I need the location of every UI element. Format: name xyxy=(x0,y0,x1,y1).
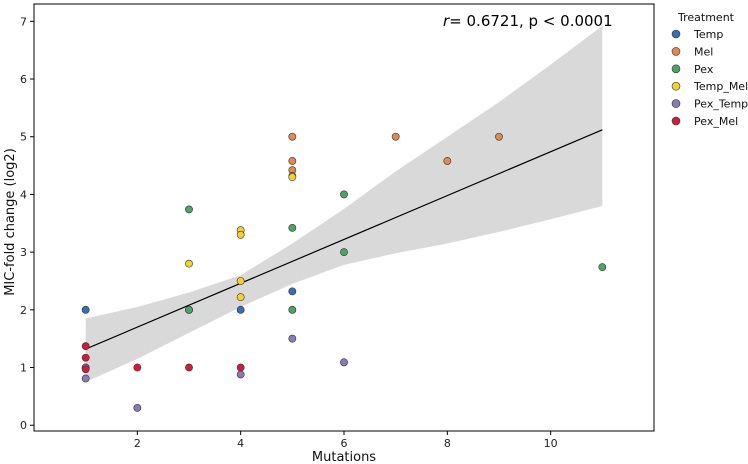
legend: Treatment Temp Mel Pex Temp_Mel Pex_Temp Pex_… xyxy=(671,11,748,128)
point-mel xyxy=(288,157,297,165)
point-temp-mel xyxy=(236,293,245,302)
point-pex xyxy=(598,263,607,272)
y-tick-label: 0 xyxy=(20,419,27,432)
y-tick-label: 3 xyxy=(20,246,27,259)
legend-marker-pex-temp xyxy=(671,99,681,108)
point-temp-mel xyxy=(236,277,245,285)
legend-label-temp-mel: Temp_Mel xyxy=(693,80,748,93)
y-axis-title: MIC-fold change (log2) xyxy=(3,148,18,296)
x-tick-label: 2 xyxy=(134,437,141,450)
point-temp xyxy=(81,305,90,314)
x-axis-title: Mutations xyxy=(312,450,376,464)
point-pex-temp xyxy=(133,404,142,412)
point-pex xyxy=(288,223,297,232)
y-tick-label: 4 xyxy=(20,188,27,201)
point-temp-mel xyxy=(236,230,245,239)
point-pex-mel xyxy=(236,363,245,372)
x-tick-label: 8 xyxy=(444,437,451,450)
regression-line xyxy=(85,129,603,350)
legend-marker-mel xyxy=(671,47,681,56)
point-pex-temp xyxy=(81,374,90,383)
point-temp-mel xyxy=(288,173,297,182)
legend-title: Treatment xyxy=(677,11,735,24)
scatter-points-layer xyxy=(81,132,607,412)
point-pex-mel xyxy=(81,353,90,362)
legend-label-temp: Temp xyxy=(693,28,723,41)
legend-marker-temp xyxy=(671,29,681,39)
y-tick-label: 7 xyxy=(20,15,27,28)
y-tick-label: 1 xyxy=(20,362,27,375)
point-pex xyxy=(185,305,193,314)
x-tick-label: 10 xyxy=(544,437,558,450)
point-mel xyxy=(495,132,503,141)
point-pex xyxy=(288,305,297,314)
legend-label-pex-mel: Pex_Mel xyxy=(694,115,738,128)
x-tick-label: 6 xyxy=(341,437,348,450)
point-pex xyxy=(340,190,348,199)
legend-label-pex-temp: Pex_Temp xyxy=(694,98,748,111)
y-tick-label: 6 xyxy=(20,73,27,86)
r-symbol: r xyxy=(443,12,450,30)
y-tick-label: 2 xyxy=(20,304,27,317)
correlation-values: = 0.6721, p < 0.0001 xyxy=(449,12,612,30)
point-pex xyxy=(185,205,193,214)
point-pex-mel xyxy=(81,365,90,374)
legend-label-mel: Mel xyxy=(694,45,713,58)
point-temp xyxy=(288,287,297,296)
x-tick-label: 4 xyxy=(237,437,244,450)
legend-marker-pex-mel xyxy=(671,116,681,126)
point-temp xyxy=(236,305,245,314)
point-mel xyxy=(443,157,452,165)
confidence-band-layer xyxy=(85,25,603,382)
point-mel xyxy=(288,132,297,141)
y-tick-label: 5 xyxy=(20,131,27,144)
point-pex xyxy=(340,248,348,257)
point-pex-temp xyxy=(236,370,245,379)
confidence-band xyxy=(85,25,603,382)
legend-marker-temp-mel xyxy=(671,81,681,91)
point-pex-temp xyxy=(340,358,348,367)
legend-marker-pex xyxy=(671,64,681,74)
point-mel xyxy=(391,132,400,141)
point-temp-mel xyxy=(185,259,193,268)
regression-line-layer xyxy=(85,129,603,350)
point-pex-mel xyxy=(133,363,142,372)
correlation-annotation: r= 0.6721, p < 0.0001 xyxy=(443,12,613,30)
point-pex-mel xyxy=(81,342,90,351)
point-pex-temp xyxy=(288,334,297,343)
axes: 2 4 6 8 10 0 1 2 3 4 5 6 7 xyxy=(20,15,558,450)
legend-label-pex: Pex xyxy=(694,63,714,76)
point-pex-mel xyxy=(185,363,193,372)
